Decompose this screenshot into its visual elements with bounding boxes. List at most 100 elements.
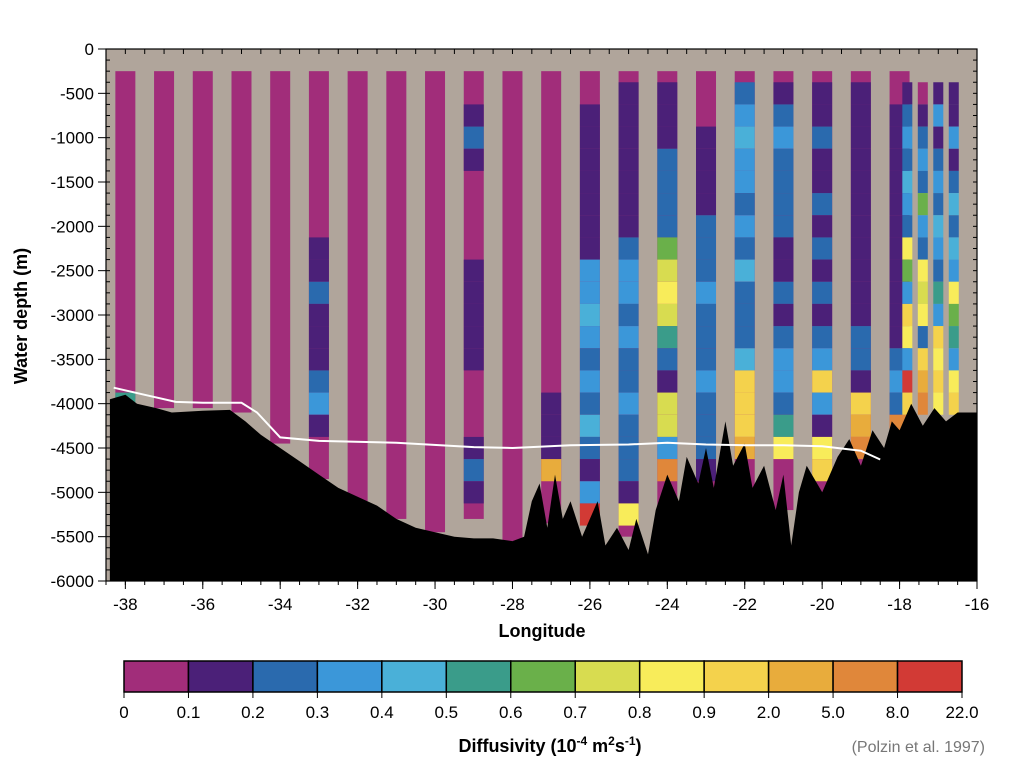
diffusivity-cell [618, 348, 639, 371]
diffusivity-cell [812, 104, 833, 127]
diffusivity-cell [579, 414, 600, 437]
diffusivity-cell [773, 215, 794, 238]
colorbar-label: 0.4 [370, 703, 394, 722]
diffusivity-cell [579, 215, 600, 238]
diffusivity-cell [773, 348, 794, 371]
y-tick-label: -3000 [51, 306, 94, 325]
colorbar-label: 0.8 [628, 703, 652, 722]
station-column [347, 71, 368, 502]
diffusivity-cell [933, 82, 944, 105]
diffusivity-cell [657, 281, 678, 304]
diffusivity-cell [618, 259, 639, 282]
diffusivity-cell [734, 82, 755, 105]
diffusivity-cell [696, 259, 717, 282]
diffusivity-cell [541, 414, 562, 437]
y-tick-label: -500 [60, 84, 94, 103]
station-column [154, 71, 175, 409]
x-axis: -38 -36 -34 -32 -30 -28 -26 -24 -22 -20 -18 -16 [105, 49, 989, 614]
diffusivity-cell [463, 303, 484, 327]
diffusivity-cell [773, 237, 794, 260]
diffusivity-cell [657, 326, 678, 349]
x-tick-label: -18 [887, 595, 912, 614]
diffusivity-cell [657, 414, 678, 437]
diffusivity-cell [618, 126, 639, 149]
diffusivity-cell [696, 370, 717, 393]
diffusivity-cell [618, 215, 639, 238]
diffusivity-cell [850, 170, 871, 194]
diffusivity-cell [618, 148, 639, 171]
diffusivity-cell [463, 281, 484, 304]
colorbar-swatch [187, 660, 254, 693]
diffusivity-cell [812, 392, 833, 415]
diffusivity-cell [948, 281, 959, 304]
diffusivity-cell [933, 237, 944, 260]
y-tick-label: -5000 [51, 483, 94, 502]
diffusivity-cell [917, 281, 928, 304]
diffusivity-cell [948, 237, 959, 260]
station-column [115, 71, 136, 400]
diffusivity-cell [902, 104, 913, 127]
diffusivity-cell [579, 259, 600, 282]
diffusivity-cell [933, 170, 944, 194]
colorbar-swatch [638, 660, 705, 693]
diffusivity-cell [917, 392, 928, 415]
colorbar-label: 8.0 [886, 703, 910, 722]
diffusivity-cell [734, 259, 755, 282]
diffusivity-cell [618, 281, 639, 304]
diffusivity-cell [917, 370, 928, 393]
diffusivity-cell [696, 126, 717, 149]
diffusivity-cell [812, 281, 833, 304]
diffusivity-cell [902, 126, 913, 149]
diffusivity-cell [850, 348, 871, 371]
diffusivity-cell [948, 148, 959, 171]
diffusivity-cell [812, 148, 833, 171]
colorbar-swatch [767, 660, 834, 693]
diffusivity-cell [948, 126, 959, 149]
diffusivity-cell [917, 104, 928, 127]
diffusivity-cell [657, 370, 678, 393]
diffusivity-cell [812, 326, 833, 349]
diffusivity-cell [308, 237, 329, 260]
y-tick-label: -5500 [51, 528, 94, 547]
seafloor-topography [109, 394, 978, 581]
diffusivity-cell [812, 237, 833, 260]
colorbar-swatch [316, 660, 383, 693]
diffusivity-cell [917, 170, 928, 194]
diffusivity-cell [850, 82, 871, 105]
diffusivity-cell [696, 326, 717, 349]
diffusivity-cell [579, 326, 600, 349]
diffusivity-cell [579, 126, 600, 149]
diffusivity-cell [917, 215, 928, 238]
diffusivity-cell [773, 303, 794, 327]
y-tick-label: -2500 [51, 262, 94, 281]
diffusivity-cell [948, 82, 959, 105]
diffusivity-cell [773, 326, 794, 349]
diffusivity-cell [902, 259, 913, 282]
diffusivity-cell [696, 148, 717, 171]
diffusivity-cell [618, 303, 639, 327]
diffusivity-cell [541, 436, 562, 460]
diffusivity-cell [948, 326, 959, 349]
diffusivity-cell [933, 392, 944, 415]
diffusivity-cell [734, 215, 755, 238]
diffusivity-cell [657, 126, 678, 149]
diffusivity-cell [618, 237, 639, 260]
diffusivity-cell [773, 392, 794, 415]
diffusivity-cell [579, 237, 600, 260]
diffusivity-cell [812, 303, 833, 327]
diffusivity-cell [657, 459, 678, 482]
station-column [231, 71, 252, 413]
diffusivity-cell [902, 370, 913, 393]
diffusivity-cell [463, 326, 484, 349]
diffusivity-cell [734, 303, 755, 327]
diffusivity-cell [308, 303, 329, 327]
diffusivity-cell [917, 326, 928, 349]
diffusivity-cell [933, 281, 944, 304]
diffusivity-cell [773, 82, 794, 105]
diffusivity-cell [618, 436, 639, 460]
y-tick-label: -6000 [51, 572, 94, 591]
diffusivity-cell [850, 148, 871, 171]
diffusivity-cell [812, 414, 833, 437]
diffusivity-cell [734, 193, 755, 216]
